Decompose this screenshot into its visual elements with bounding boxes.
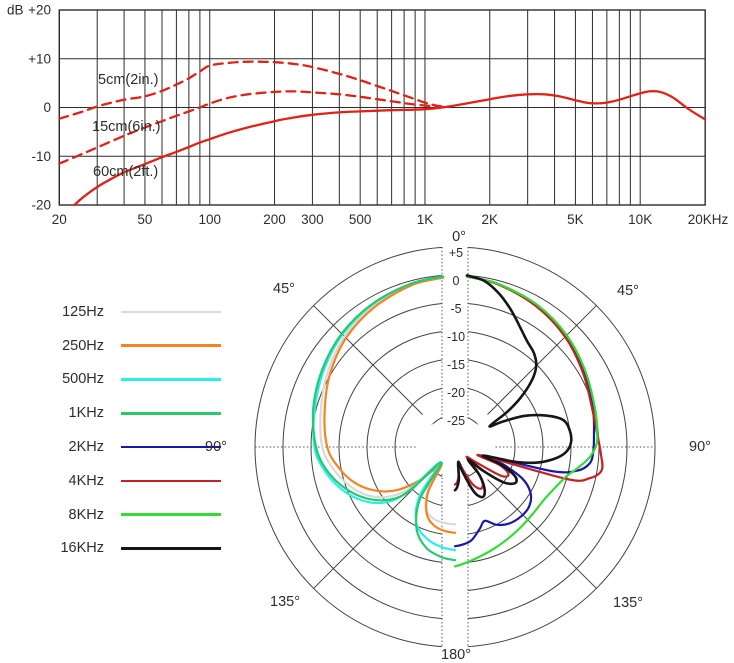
polar-curve-8KHz [453,275,599,568]
legend-item: 1KHz [38,396,221,430]
legend-item: 4KHz [38,464,221,498]
polar-angle-label-90-left: 90° [205,439,227,455]
curve-label: 60cm(2ft.) [93,164,158,180]
legend-label: 4KHz [68,472,104,489]
x-axis-tick-label: 500 [349,212,372,227]
legend-swatch-line [121,513,221,516]
legend-item: 8KHz [38,498,221,532]
polar-curve-4KHz [453,275,604,490]
legend-swatch-line [121,445,221,449]
y-axis-tick-label: +10 [28,51,51,66]
legend-label: 1KHz [68,405,104,422]
legend-item: 2KHz [38,430,221,464]
polar-angle-label-90-right: 90° [689,439,711,455]
polar-angle-label-135-left: 135° [270,594,300,610]
y-axis-unit-label: dB [7,3,24,18]
polar-curve-16KHz [453,274,573,499]
polar-curve-500Hz [312,275,457,552]
polar-curve-250Hz [323,276,457,534]
legend-item: 250Hz [38,329,221,363]
legend-label: 500Hz [62,371,104,388]
legend-swatch-line [121,378,221,381]
polar-ring-label: -25 [447,414,465,428]
polar-ring-label: -10 [447,330,465,344]
y-axis-tick-label: -10 [31,149,51,164]
freq-curve-5cm(2in.) [58,60,444,120]
polar-angle-label-0: 0° [452,229,466,245]
polar-angle-label-180: 180° [441,647,471,663]
polar-ring-label: +5 [449,246,463,260]
x-axis-tick-label: 200 [263,212,286,227]
y-axis-tick-label: +20 [28,3,51,18]
legend-swatch-line [121,547,221,550]
legend-label: 125Hz [62,303,104,320]
polar-legend: 125Hz 250Hz 500Hz 1KHz 2KHz 4KHz 8KHz 16… [38,295,221,565]
x-axis-tick-label: 1K [417,212,434,227]
polar-ring-label: -15 [447,358,465,372]
legend-label: 16KHz [60,540,104,557]
x-axis-tick-label: 100 [198,212,221,227]
polar-angle-label-135-right: 135° [613,595,643,611]
curve-label: 5cm(2in.) [98,72,158,88]
polar-ring-label: -20 [447,386,465,400]
legend-swatch-line [121,411,221,415]
polar-ring-label: -5 [450,302,461,316]
x-axis-tick-label: 300 [301,212,324,227]
legend-swatch-line [121,344,221,347]
polar-pattern-chart: +5 0 -5 -10 -15 -20 -25 [254,242,656,652]
polar-curve-2KHz [453,275,596,548]
x-axis-tick-label: 2K [482,212,499,227]
legend-swatch-line [121,479,221,483]
curve-label: 15cm(6in.) [92,119,161,135]
legend-label: 250Hz [62,337,104,354]
x-axis-tick-label: 5K [567,212,584,227]
y-axis-tick-label: 0 [43,100,51,115]
x-axis-tick-label: 50 [137,212,152,227]
legend-item: 500Hz [38,363,221,397]
polar-angle-label-45-left: 45° [273,281,295,297]
x-axis-tick-label: 10K [628,212,652,227]
freq-curve-60cm(2ft.) [73,90,707,207]
legend-label: 8KHz [68,506,104,523]
polar-ring-label: 0 [453,274,460,288]
legend-item: 125Hz [38,295,221,329]
legend-label: 2KHz [68,439,104,456]
polar-angle-label-45-right: 45° [617,283,639,299]
legend-swatch-line [121,310,221,314]
x-axis-tick-label: 20 [52,212,67,227]
y-axis-tick-label: -20 [31,198,51,213]
freq-curve-15cm(6in.) [58,90,451,165]
x-axis-tick-label: 20KHz [688,212,729,227]
polar-curve-1KHz [311,275,457,562]
legend-item: 16KHz [38,532,221,566]
